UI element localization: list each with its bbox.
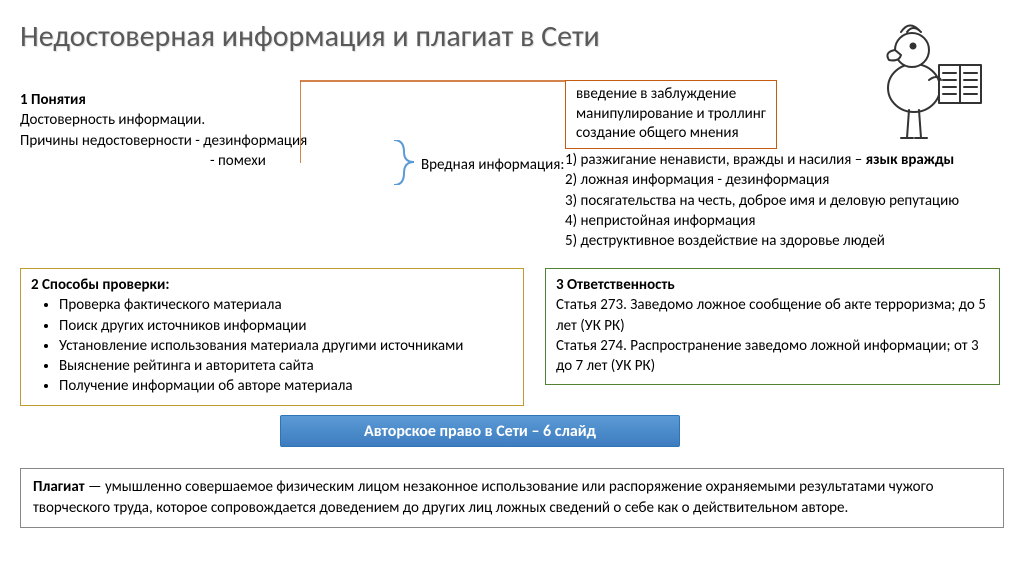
connector-line bbox=[300, 79, 565, 164]
blue-banner-copyright: Авторское право в Сети – 6 слайд bbox=[280, 415, 680, 447]
orange-line: манипулирование и троллинг bbox=[576, 105, 766, 125]
orange-box-misleading: введение в заблуждение манипулирование и… bbox=[565, 80, 777, 149]
plagiarism-term: Плагиат bbox=[33, 478, 85, 496]
list-item: Поиск других источников информации bbox=[59, 316, 513, 336]
list-item: Выяснение рейтинга и авторитета сайта bbox=[59, 356, 513, 376]
plagiarism-definition: — умышленно совершаемое физическим лицом… bbox=[33, 478, 934, 517]
gray-box-plagiarism: Плагиат — умышленно совершаемое физическ… bbox=[20, 468, 1004, 528]
list-item: Получение информации об авторе материала bbox=[59, 376, 513, 396]
list-item: 2) ложная информация - дезинформация bbox=[565, 170, 1005, 190]
page-title: Недостоверная информация и плагиат в Сет… bbox=[20, 18, 600, 55]
list-item: Установление использования материала дру… bbox=[59, 336, 513, 356]
harmful-info-label: Вредная информация: bbox=[421, 156, 564, 174]
green-heading: 3 Ответственность bbox=[556, 275, 989, 295]
list-item: 4) непристойная информация bbox=[565, 211, 1005, 231]
green-box-liability: 3 Ответственность Статья 273. Заведомо л… bbox=[545, 268, 1000, 385]
yellow-heading: 2 Способы проверки: bbox=[31, 275, 513, 295]
list-item: 3) посягательства на честь, доброе имя и… bbox=[565, 191, 1005, 211]
list-item: 1) разжигание ненависти, вражды и насили… bbox=[565, 150, 1005, 170]
brace-icon bbox=[390, 140, 418, 185]
orange-line: введение в заблуждение bbox=[576, 85, 766, 105]
list-item: 5) деструктивное воздействие на здоровье… bbox=[565, 231, 1005, 251]
orange-line: создание общего мнения bbox=[576, 124, 766, 144]
green-line: Статья 274. Распространение заведомо лож… bbox=[556, 336, 989, 377]
green-line: Статья 273. Заведомо ложное сообщение об… bbox=[556, 295, 989, 336]
yellow-box-verification: 2 Способы проверки: Проверка фактическог… bbox=[20, 268, 524, 406]
list-item-bold: язык вражды bbox=[866, 151, 955, 169]
list-item: Проверка фактического материала bbox=[59, 295, 513, 315]
duck-illustration bbox=[859, 10, 999, 150]
harmful-info-list: 1) разжигание ненависти, вражды и насили… bbox=[565, 150, 1005, 251]
list-item-text: 1) разжигание ненависти, вражды и насили… bbox=[565, 151, 866, 169]
